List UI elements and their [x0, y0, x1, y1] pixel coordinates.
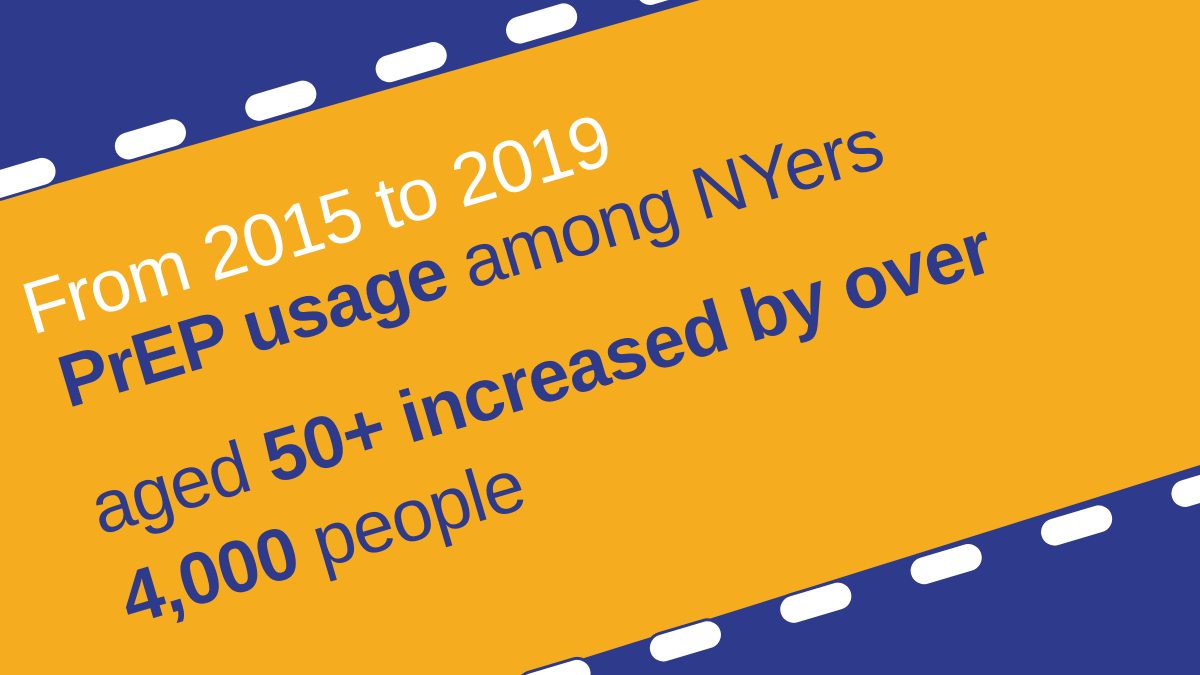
dashed-border-top — [0, 0, 711, 202]
dash — [111, 116, 189, 163]
dash — [516, 656, 594, 675]
dash — [242, 77, 320, 124]
dash — [907, 541, 985, 588]
dash — [0, 154, 59, 202]
dash — [1168, 463, 1200, 510]
dashed-border-bottom — [516, 463, 1200, 675]
dash — [1038, 502, 1116, 549]
dash — [646, 618, 724, 665]
dash — [503, 0, 581, 47]
dash — [777, 579, 855, 626]
top-band — [0, 0, 700, 200]
dash — [372, 39, 450, 86]
